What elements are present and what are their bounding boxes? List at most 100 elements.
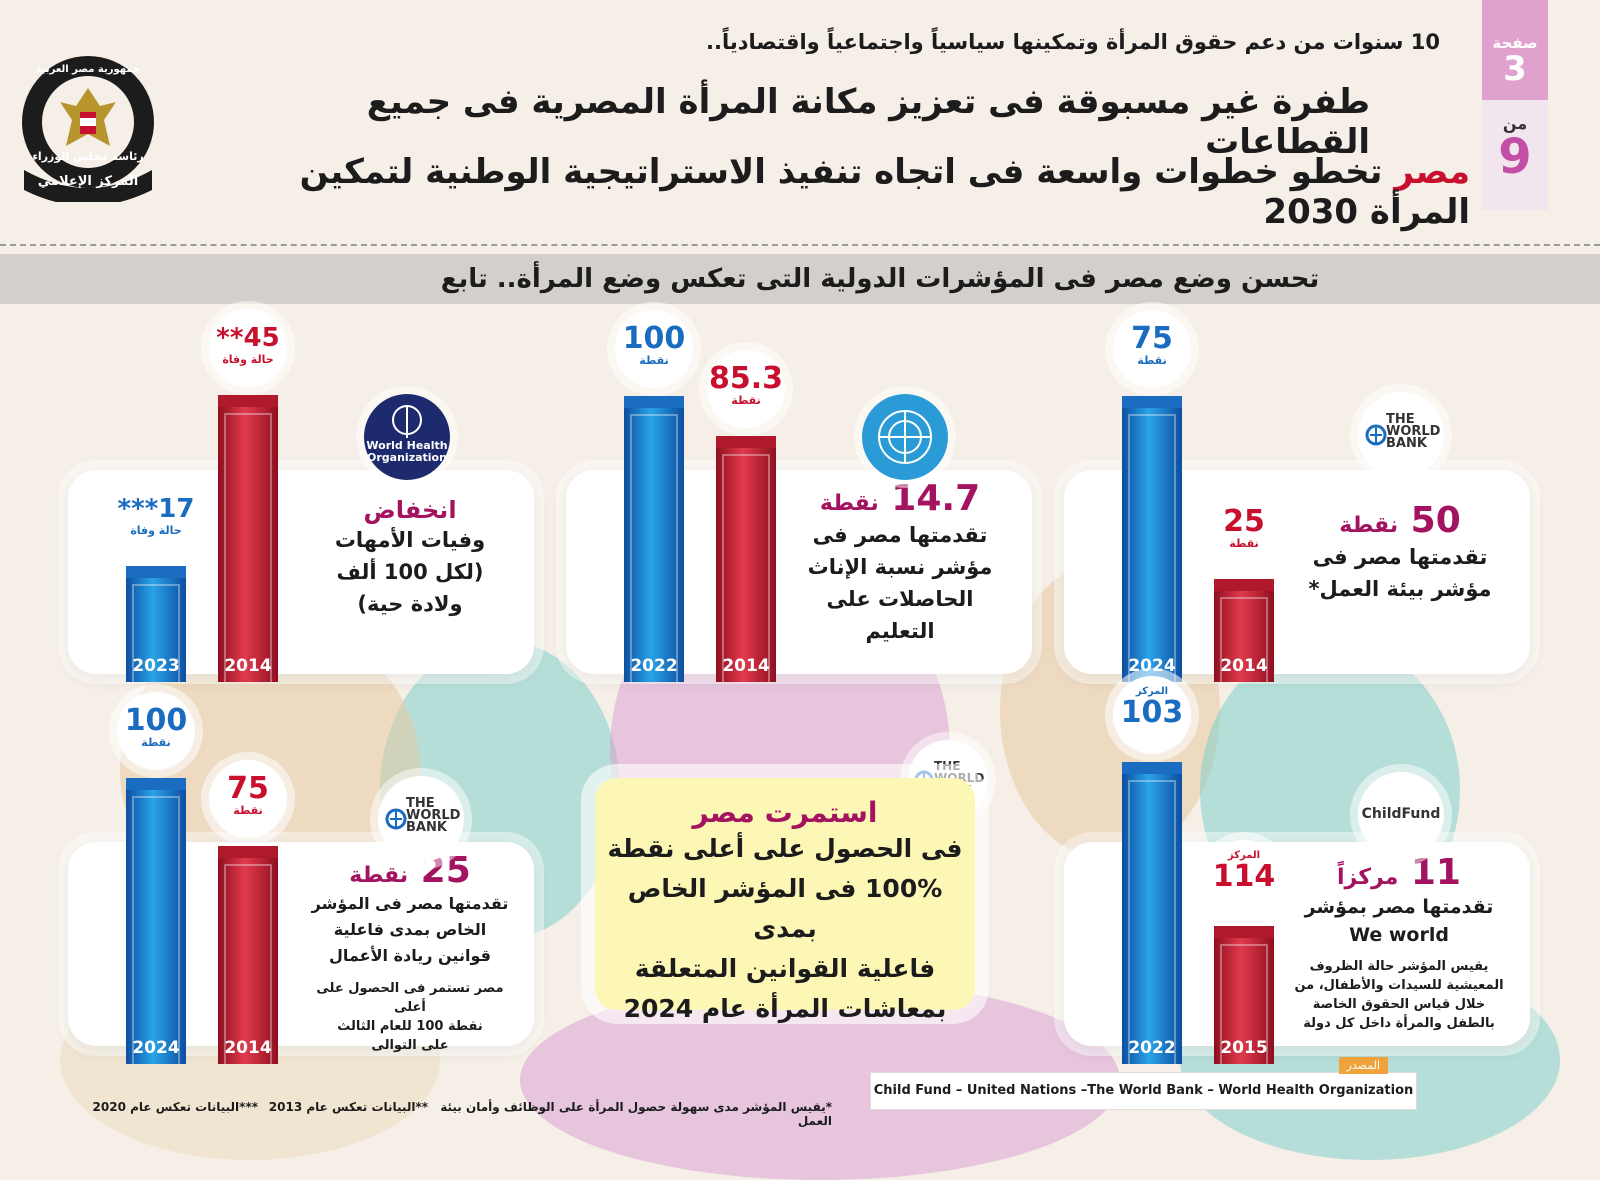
childfund-logo-text: ChildFund: [1361, 806, 1441, 822]
source-tag: المصدر: [1338, 1057, 1388, 1074]
footnote-3: ***البيانات تعكس عام 2020: [92, 1100, 258, 1114]
value-label-education-2014: 85.3 نقطة: [707, 350, 785, 428]
bar-year-label: 2015: [1220, 1038, 1268, 1058]
bar-cap: [126, 566, 186, 578]
bar-year-label: 2024: [132, 1038, 180, 1058]
worldbank-logo-line-1: THE: [1386, 412, 1415, 427]
cabinet-media-center-logo: المركز الإعلامي رئاسة مجلس الوزراء جمهور…: [20, 54, 156, 206]
value-unit: نقطة: [1229, 537, 1259, 550]
page-label: صفحة: [1492, 34, 1538, 52]
value-label-work-env-2014: 25 نقطة: [1205, 493, 1283, 571]
value-number: 100: [622, 321, 686, 356]
bar-year-label: 2014: [722, 656, 770, 676]
maternal-desc-1: وفيات الأمهات: [334, 528, 486, 552]
value-number: 45**: [216, 323, 280, 353]
value-number: 25: [1223, 504, 1265, 539]
bar-weworld-2022: 2022: [1122, 762, 1182, 1064]
bar-education-2014: 2014: [716, 436, 776, 682]
bar-year-label: 2024: [1128, 656, 1176, 676]
bar-education-2022: 2022: [624, 396, 684, 682]
maternal-desc-2: (لكل 100 ألف: [336, 560, 484, 584]
education-desc-1: تقدمتها مصر فى: [812, 523, 988, 547]
entrepreneur-note-1: مصر تستمر فى الحصول على أعلى: [316, 981, 504, 1015]
bar-cap: [624, 396, 684, 408]
value-number: 75: [1131, 321, 1173, 356]
work-env-desc-1: تقدمتها مصر فى: [1312, 545, 1488, 569]
worldbank-logo-line-2: WORLD: [406, 808, 461, 823]
entrepreneur-desc-3: قوانين ريادة الأعمال: [329, 946, 491, 965]
worldbank-logo: THE WORLD BANK: [378, 776, 464, 862]
footnote-1: *يقيس المؤشر مدى سهولة حصول المرأة على ا…: [440, 1100, 832, 1128]
bar-maternal-2023: 2023: [126, 566, 186, 682]
maternal-desc-3: ولادة حية): [357, 592, 463, 616]
header-line-3-rest: تخطو خطوات واسعة فى اتجاه تنفيذ الاسترات…: [299, 152, 1470, 232]
value-label-maternal-2014: 45** حالة وفاة: [209, 309, 287, 387]
source-text: Child Fund – United Nations –The World B…: [873, 1083, 1414, 1098]
maternal-headline: انخفاض: [363, 496, 457, 524]
value-number: 75: [227, 771, 269, 806]
page-indicator: صفحة 3 من 9: [1482, 0, 1548, 210]
weworld-text: 11 مركزاً تقدمتها مصر بمؤشر We world يقي…: [1284, 852, 1514, 1033]
value-unit: نقطة: [233, 804, 263, 817]
education-desc-2: مؤشر نسبة الإناث: [807, 555, 993, 579]
value-unit: نقطة: [639, 354, 669, 367]
bar-cap: [1122, 396, 1182, 408]
worldbank-logo-line-1: THE: [406, 796, 435, 811]
worldbank-logo-line-3: BANK: [406, 820, 447, 835]
bar-work-env-2014: 2014: [1214, 579, 1274, 682]
work-env-headline-value: 50: [1410, 500, 1461, 541]
weworld-note-2: المعيشية للسيدات والأطفال، من: [1294, 978, 1504, 993]
logo-top-text: جمهورية مصر العربية: [35, 64, 141, 75]
worldbank-logo: THE WORLD BANK: [1358, 392, 1444, 478]
childfund-logo: ChildFund: [1358, 772, 1444, 858]
work-env-headline-unit: نقطة: [1339, 513, 1399, 538]
center-title: استمرت مصر: [692, 796, 878, 829]
un-logo: [862, 394, 948, 480]
bar-year-label: 2014: [224, 1038, 272, 1058]
bar-entrepreneur-2014: 2014: [218, 846, 278, 1064]
bar-cap: [1122, 762, 1182, 774]
header-divider: [0, 244, 1600, 248]
page-of: من: [1502, 114, 1528, 133]
bar-cap: [218, 846, 278, 858]
value-label-work-env-2024: 75 نقطة: [1113, 310, 1191, 388]
value-label-weworld-2015: المركز 114: [1205, 840, 1283, 918]
value-number: 100: [124, 703, 188, 738]
work-env-desc-2: مؤشر بيئة العمل*: [1308, 577, 1492, 601]
entrepreneur-desc-2: الخاص بمدى فاعلية: [333, 920, 487, 939]
value-label-entrepreneur-2014: 75 نقطة: [209, 760, 287, 838]
bar-year-label: 2014: [1220, 656, 1268, 676]
header-line-1: 10 سنوات من دعم حقوق المرأة وتمكينها سيا…: [706, 30, 1440, 54]
section-subtitle-bar: تحسن وضع مصر فى المؤشرات الدولية التى تع…: [0, 254, 1600, 304]
header-line-2: طفرة غير مسبوقة فى تعزيز مكانة المرأة ال…: [366, 82, 1370, 162]
weworld-headline-value: 11: [1410, 852, 1461, 893]
education-desc-4: التعليم: [865, 619, 935, 643]
value-label-weworld-2022: المركز 103: [1113, 676, 1191, 754]
value-unit: المركز: [1135, 686, 1169, 697]
value-unit: نقطة: [141, 736, 171, 749]
bar-cap: [716, 436, 776, 448]
work-env-text: 50 نقطة تقدمتها مصر فى مؤشر بيئة العمل*: [1290, 500, 1510, 605]
value-number: 85.3: [708, 361, 784, 396]
bar-cap: [218, 395, 278, 407]
entrepreneur-note-2: نقطة 100 للعام الثالث: [337, 1019, 483, 1034]
value-unit: حالة وفاة: [130, 524, 182, 537]
entrepreneur-note-3: على التوالى: [371, 1038, 449, 1053]
center-line-1: فى الحصول على أعلى نقطة: [607, 834, 963, 863]
education-headline-unit: نقطة: [819, 491, 879, 516]
weworld-note-1: يقيس المؤشر حالة الظروف: [1309, 959, 1489, 974]
bar-year-label: 2022: [630, 656, 678, 676]
bar-year-label: 2023: [132, 656, 180, 676]
who-logo-line-1: World Health: [366, 439, 448, 452]
who-logo-line-2: Organization: [367, 451, 447, 464]
entrepreneur-text: 25 نقطة تقدمتها مصر فى المؤشر الخاص بمدى…: [300, 850, 520, 1055]
value-unit: المركز: [1227, 850, 1261, 861]
bar-maternal-2014: 2014: [218, 395, 278, 682]
header-line-3-red: مصر: [1394, 152, 1470, 192]
header-line-3: مصر تخطو خطوات واسعة فى اتجاه تنفيذ الاس…: [190, 152, 1470, 232]
bar-cap: [1214, 926, 1274, 938]
section-subtitle: تحسن وضع مصر فى المؤشرات الدولية التى تع…: [440, 264, 1320, 294]
worldbank-logo-line-1: THE: [934, 759, 961, 773]
footnote-2: **البيانات تعكس عام 2013: [268, 1100, 428, 1114]
value-label-maternal-2023: 17*** حالة وفاة: [117, 480, 195, 558]
